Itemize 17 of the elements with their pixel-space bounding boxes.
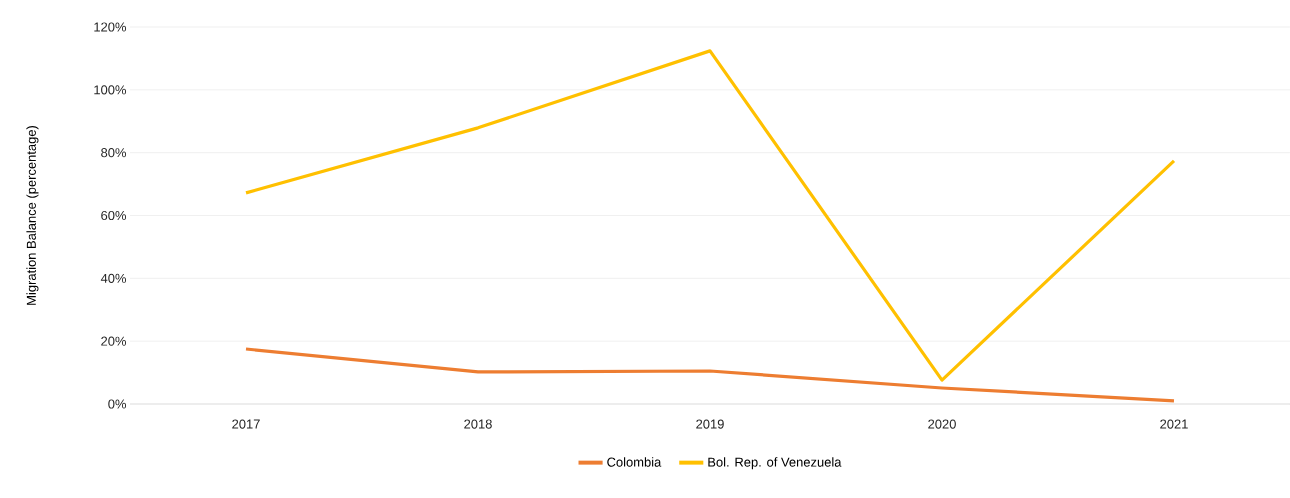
x-tick-label: 2019 — [696, 419, 724, 429]
y-tick-label: 20% — [101, 336, 127, 346]
x-tick-label: 2020 — [928, 419, 956, 429]
line-series — [244, 347, 1176, 403]
y-tick-label: 40% — [100, 273, 127, 283]
y-tick-label: 120% — [94, 22, 127, 32]
x-tick-label: 2017 — [232, 419, 260, 429]
legend-label: Colombia — [607, 457, 662, 467]
x-tick-label: 2018 — [464, 419, 492, 429]
y-tick-label: 0% — [108, 399, 127, 409]
y-tick-label: 100% — [94, 85, 127, 95]
y-axis-title: Migration Balance (percentage) — [26, 125, 39, 305]
y-tick-label: 80% — [101, 148, 127, 158]
y-tick-label: 60% — [101, 210, 127, 221]
line-series — [244, 49, 1176, 382]
legend-label: Bol. Rep. of Venezuela — [708, 457, 842, 470]
x-tick-label: 2021 — [1160, 419, 1188, 429]
